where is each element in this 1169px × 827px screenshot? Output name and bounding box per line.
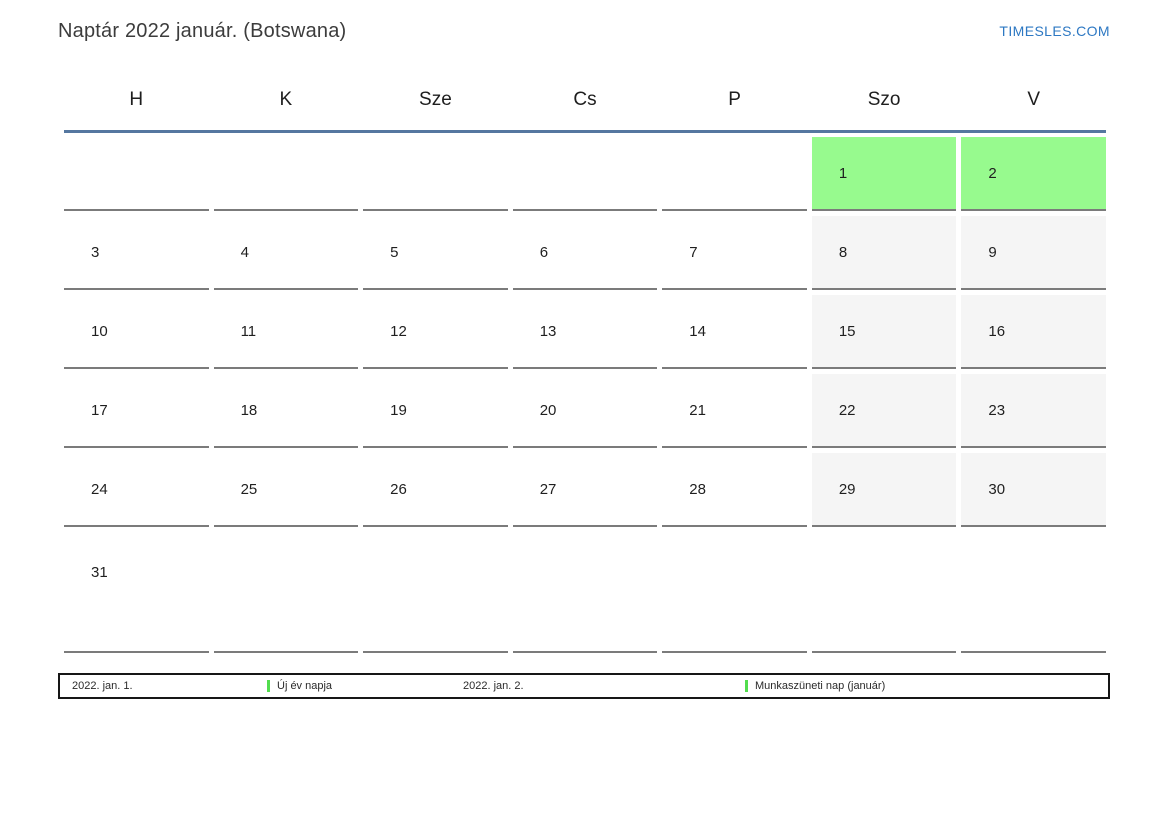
day-cell-23: 23 bbox=[961, 374, 1106, 448]
day-cell-empty bbox=[363, 532, 508, 653]
legend-date: 2022. jan. 1. bbox=[72, 680, 133, 692]
day-cell-6: 6 bbox=[512, 216, 658, 290]
day-cell-empty bbox=[64, 137, 209, 211]
day-cell-12: 12 bbox=[363, 295, 508, 369]
day-cell-29: 29 bbox=[811, 453, 957, 527]
day-cell-1: 1 bbox=[811, 137, 957, 211]
brand-link[interactable]: TIMESLES.COM bbox=[999, 23, 1110, 39]
day-cell-28: 28 bbox=[662, 453, 807, 527]
day-cell-26: 26 bbox=[363, 453, 508, 527]
day-cell-9: 9 bbox=[961, 216, 1106, 290]
day-cell-30: 30 bbox=[961, 453, 1106, 527]
day-cell-7: 7 bbox=[662, 216, 807, 290]
day-cell-10: 10 bbox=[64, 295, 209, 369]
day-cell-27: 27 bbox=[512, 453, 658, 527]
day-cell-15: 15 bbox=[811, 295, 957, 369]
legend-holiday: Munkaszüneti nap (január) bbox=[745, 680, 1108, 692]
day-cell-17: 17 bbox=[64, 374, 209, 448]
day-cell-16: 16 bbox=[961, 295, 1106, 369]
weekday-header-cell: H bbox=[129, 89, 144, 110]
weekday-header-row: H K Sze Cs P Szo V bbox=[64, 88, 1106, 112]
day-cell-22: 22 bbox=[811, 374, 957, 448]
day-cell-20: 20 bbox=[512, 374, 658, 448]
calendar-grid: 1 2 3 4 5 6 7 8 9 10 11 12 13 14 15 16 17 18 19 20 21 22 23 24 2… bbox=[64, 137, 1106, 653]
day-cell-2: 2 bbox=[961, 137, 1106, 211]
day-cell-13: 13 bbox=[512, 295, 658, 369]
day-cell-4: 4 bbox=[213, 216, 359, 290]
day-cell-11: 11 bbox=[213, 295, 359, 369]
day-cell-5: 5 bbox=[363, 216, 508, 290]
day-cell-empty bbox=[512, 137, 658, 211]
day-cell-empty bbox=[363, 137, 508, 211]
legend-holiday-label: Munkaszüneti nap (január) bbox=[755, 680, 886, 692]
weekday-header-cell: Sze bbox=[419, 89, 452, 110]
day-cell-empty bbox=[213, 137, 359, 211]
day-cell-empty bbox=[811, 532, 957, 653]
legend: 2022. jan. 1. Új év napja 2022. jan. 2. Mun… bbox=[58, 673, 1110, 699]
day-cell-19: 19 bbox=[363, 374, 508, 448]
day-cell-empty bbox=[662, 532, 807, 653]
weekday-header-cell: K bbox=[279, 89, 293, 110]
weekday-header-cell: Szo bbox=[867, 89, 901, 110]
holiday-marker-icon bbox=[267, 680, 270, 692]
day-cell-empty bbox=[512, 532, 658, 653]
page-title: Naptár 2022 január. (Botswana) bbox=[58, 20, 347, 42]
weekday-header-cell: V bbox=[1027, 89, 1041, 110]
day-cell-24: 24 bbox=[64, 453, 209, 527]
top-bar: Naptár 2022 január. (Botswana) TIMESLES.… bbox=[58, 20, 1110, 43]
calendar: H K Sze Cs P Szo V 1 2 3 4 5 6 7 8 9 10 11 12 13 14 15 16 17 18… bbox=[64, 88, 1106, 653]
day-cell-empty bbox=[213, 532, 359, 653]
holiday-marker-icon bbox=[745, 680, 748, 692]
day-cell-empty bbox=[961, 532, 1106, 653]
day-cell-8: 8 bbox=[811, 216, 957, 290]
day-cell-21: 21 bbox=[662, 374, 807, 448]
legend-date: 2022. jan. 2. bbox=[463, 680, 524, 692]
weekday-header-cell: Cs bbox=[573, 89, 597, 110]
weekday-header-cell: P bbox=[728, 89, 741, 110]
legend-holiday: Új év napja bbox=[267, 680, 463, 692]
day-cell-14: 14 bbox=[662, 295, 807, 369]
header-rule bbox=[64, 130, 1106, 133]
day-cell-empty bbox=[662, 137, 807, 211]
legend-holiday-label: Új év napja bbox=[277, 680, 333, 692]
day-cell-3: 3 bbox=[64, 216, 209, 290]
day-cell-25: 25 bbox=[213, 453, 359, 527]
day-cell-31: 31 bbox=[64, 532, 209, 653]
day-cell-18: 18 bbox=[213, 374, 359, 448]
